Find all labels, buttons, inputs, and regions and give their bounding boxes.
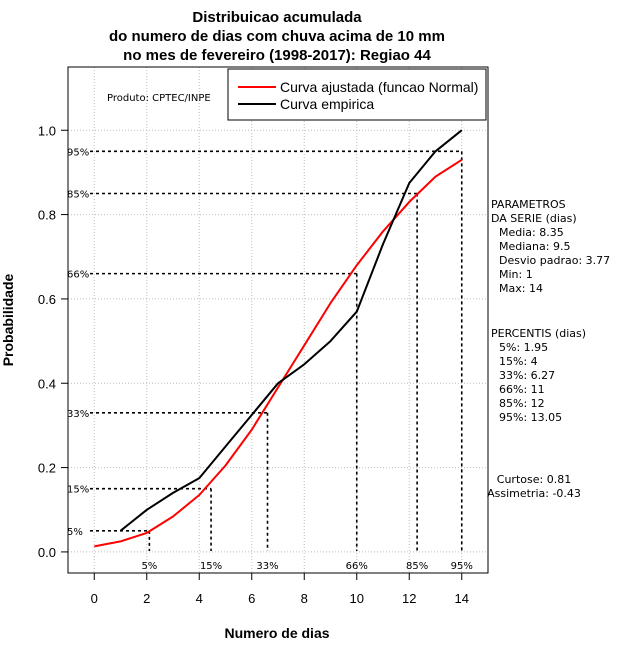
percentil-line: 95%: 13.05 — [499, 411, 562, 424]
chart-title-line-1: Distribuicao acumulada — [192, 9, 362, 26]
percentile-y-label: 95% — [67, 147, 89, 158]
percentile-y-label: 85% — [67, 190, 89, 201]
percentile-x-label: 33% — [256, 561, 278, 572]
x-tick-label: 12 — [402, 591, 416, 606]
percentis-panel: PERCENTIS (dias) 5%: 1.95 15%: 4 33%: 6.… — [491, 327, 586, 424]
y-tick-label: 1.0 — [38, 123, 56, 138]
percentile-x-label: 15% — [200, 561, 222, 572]
x-tick-label: 0 — [91, 591, 98, 606]
y-tick-label: 0.2 — [38, 461, 56, 476]
y-axis-title: Probabilidade — [0, 274, 16, 367]
percentile-markers: 5% 5% 15% 15% 33% 33% 66% 66% 85% 85% 95% 95% — [67, 147, 473, 572]
percentile-x-label: 5% — [141, 561, 157, 572]
grid — [68, 67, 488, 573]
x-tick-label: 6 — [248, 591, 255, 606]
plot-frame — [67, 66, 489, 574]
y-tick-label: 0.8 — [38, 208, 56, 223]
x-tick-label: 2 — [143, 591, 150, 606]
percentil-line: 15%: 4 — [499, 355, 538, 368]
legend-box — [227, 68, 487, 121]
x-tick-label: 8 — [301, 591, 308, 606]
parameter-line: Max: 14 — [499, 282, 543, 295]
legend-label-fitted: Curva ajustada (funcao Normal) — [280, 79, 478, 95]
legend: Curva ajustada (funcao Normal) Curva emp… — [227, 68, 487, 121]
moments-panel: Curtose: 0.81 Assimetria: -0.43 — [487, 473, 581, 500]
parameters-panel: PARAMETROS DA SERIE (dias) Media: 8.35 M… — [491, 198, 610, 295]
parameter-line: Min: 1 — [499, 268, 533, 281]
percentile-y-label: 33% — [67, 409, 89, 420]
fitted-normal-curve — [94, 158, 463, 548]
percentil-line: 66%: 11 — [499, 383, 545, 396]
chart-title-line-3: no mes de fevereiro (1998-2017): Regiao … — [123, 47, 431, 64]
percentile-y-label: 5% — [67, 527, 83, 538]
percentil-line: 85%: 12 — [499, 397, 545, 410]
chart-title-line-2: do numero de dias com chuva acima de 10 … — [109, 28, 445, 45]
parameter-line: Desvio padrao: 3.77 — [499, 254, 610, 267]
percentile-x-label: 95% — [451, 561, 473, 572]
percentil-line: 33%: 6.27 — [499, 369, 555, 382]
percentil-line: 5%: 1.95 — [499, 341, 548, 354]
y-tick-label: 0.6 — [38, 292, 56, 307]
x-axis-title: Numero de dias — [224, 625, 329, 641]
percentis-heading: PERCENTIS (dias) — [491, 327, 586, 340]
assimetria-line: Assimetria: -0.43 — [487, 487, 581, 500]
x-tick-label: 4 — [196, 591, 203, 606]
parameter-line: Mediana: 9.5 — [499, 240, 570, 253]
y-tick-label: 0.0 — [38, 545, 56, 560]
series-lines — [94, 129, 463, 548]
empirical-curve — [119, 129, 463, 532]
parameters-subheading: DA SERIE (dias) — [491, 212, 577, 225]
percentile-y-label: 15% — [67, 485, 89, 496]
percentile-x-label: 66% — [346, 561, 368, 572]
percentile-x-label: 85% — [406, 561, 428, 572]
axes: 0 2 4 6 8 10 12 14 0.0 0.2 0.4 0.6 0.8 1.0 — [38, 123, 469, 606]
x-tick-label: 10 — [350, 591, 364, 606]
x-tick-label: 14 — [455, 591, 469, 606]
parameters-heading: PARAMETROS — [491, 198, 566, 211]
curtose-line: Curtose: 0.81 — [497, 473, 571, 486]
legend-label-empirical: Curva empirica — [280, 96, 374, 112]
percentile-y-label: 66% — [67, 270, 89, 281]
credit-text: Produto: CPTEC/INPE — [107, 93, 211, 104]
y-tick-label: 0.4 — [38, 376, 56, 391]
parameter-line: Media: 8.35 — [499, 226, 564, 239]
